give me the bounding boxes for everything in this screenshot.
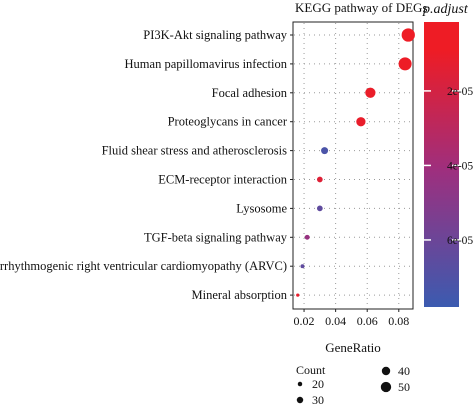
size-legend-dot [381,366,391,376]
size-legend-dot [380,381,392,393]
x-tick-label: 0.06 [357,314,378,328]
data-point [321,147,329,155]
y-axis-labels: PI3K-Akt signaling pathway Human papillom… [0,28,293,302]
y-tick-label: Lysosome [236,201,287,215]
size-legend-dot [297,381,303,387]
chart-title: KEGG pathway of DEGs [295,0,428,15]
data-point [304,234,310,240]
color-legend-ticks: 2e-05 4e-05 6e-05 [424,86,473,247]
color-legend-title: p.adjust [422,2,469,17]
y-tick-label: ECM-receptor interaction [158,173,288,187]
size-legend-title: Count [296,363,326,377]
data-point [300,264,305,269]
data-point [398,57,412,71]
y-tick-label: Proteoglycans in cancer [168,115,288,129]
data-point [356,117,366,127]
color-legend-tick-label: 2e-05 [447,86,473,98]
data-points [296,28,415,297]
size-legend-label: 50 [398,380,410,394]
size-legend: Count 20 30 40 50 [296,363,410,407]
size-legend-label: 20 [312,377,324,391]
data-point [316,205,323,212]
data-point [296,293,300,297]
x-axis-ticks: 0.02 0.04 0.06 0.08 [294,309,409,328]
data-point [401,28,415,42]
data-point [365,87,376,98]
color-legend-tick-label: 4e-05 [447,160,473,172]
color-legend-tick-label: 6e-05 [447,235,473,247]
y-tick-label: Fluid shear stress and atherosclerosis [102,144,288,158]
size-legend-label: 30 [312,393,324,407]
y-tick-label: PI3K-Akt signaling pathway [143,28,287,42]
y-tick-label: Human papillomavirus infection [125,57,288,71]
plot-panel [292,21,414,310]
color-legend: p.adjust 2e-05 4e-05 6e-05 [422,2,473,307]
color-legend-bar [424,22,459,307]
x-axis-title: GeneRatio [325,340,381,355]
y-tick-label: TGF-beta signaling pathway [144,230,288,244]
x-tick-label: 0.08 [388,314,409,328]
y-tick-label: Focal adhesion [212,86,288,100]
size-legend-items: 20 30 40 50 [296,364,410,407]
x-tick-label: 0.04 [325,314,346,328]
size-legend-label: 40 [398,364,410,378]
y-tick-label: Arrhythmogenic right ventricular cardiom… [0,259,287,273]
plot-border [292,21,414,310]
data-point [316,176,323,183]
size-legend-dot [296,396,304,404]
x-tick-label: 0.02 [294,314,315,328]
y-tick-label: Mineral absorption [192,288,288,302]
